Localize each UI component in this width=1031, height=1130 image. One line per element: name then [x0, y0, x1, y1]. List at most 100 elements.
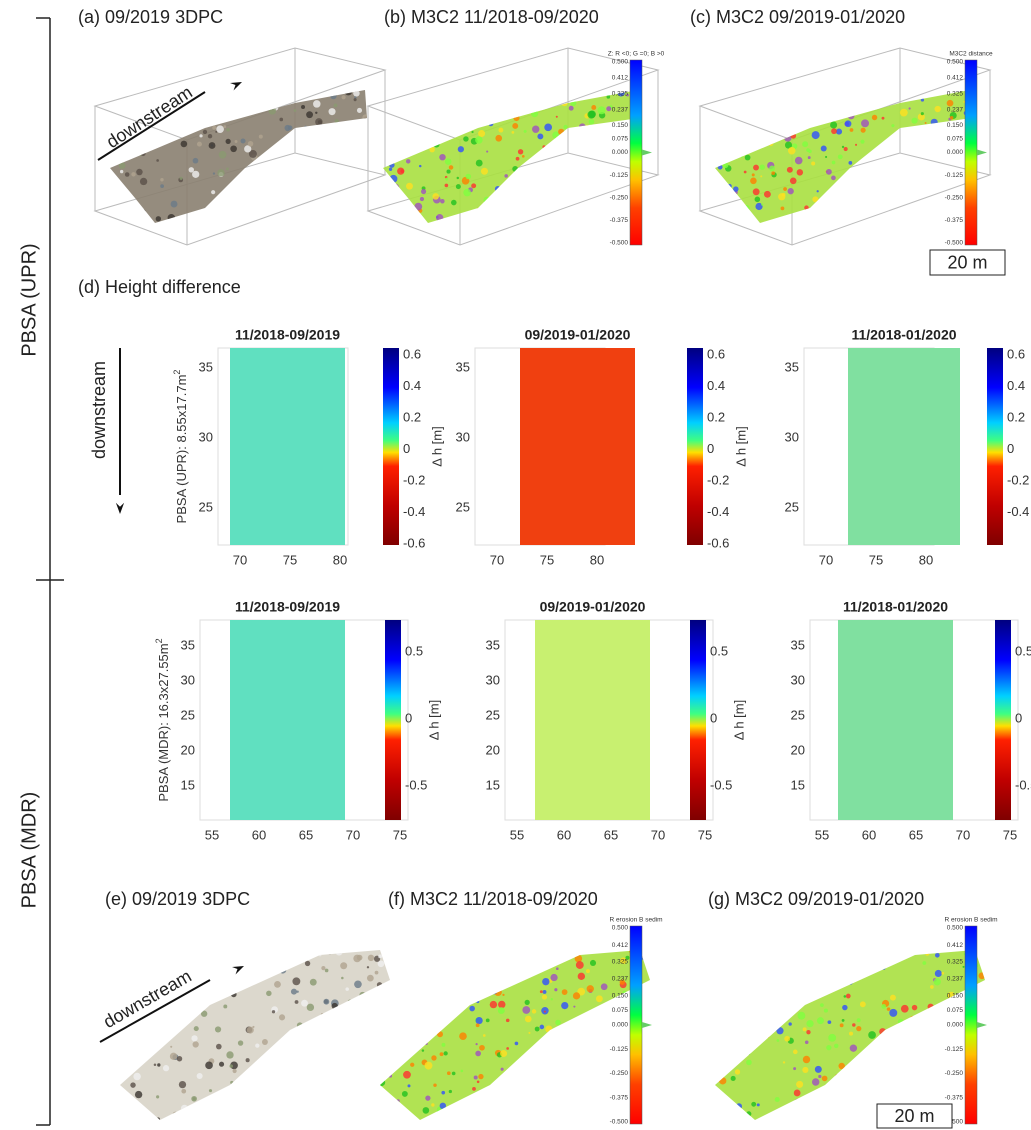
cloud-point [866, 1110, 873, 1118]
cloud-point [860, 139, 865, 144]
cloud-point [332, 1107, 335, 1111]
cloud-point [926, 178, 934, 187]
y-tick-label: 25 [486, 707, 500, 722]
cloud-point [494, 1091, 500, 1097]
x-tick-label: 75 [283, 552, 297, 567]
cloud-point [824, 114, 830, 120]
cloud-point [267, 90, 275, 96]
cloud-point [531, 1009, 537, 1014]
colorbar [995, 620, 1011, 820]
y-tick-label: 35 [486, 637, 500, 652]
cloud-point [171, 116, 178, 123]
cloud-point [208, 1089, 213, 1093]
cloud-point [600, 1112, 605, 1117]
cloud-point [268, 202, 277, 210]
cloud-point [536, 199, 543, 205]
cloud-point [487, 1099, 491, 1102]
cloud-point [940, 155, 948, 163]
cloud-point [962, 965, 965, 968]
cloud-point [333, 1013, 341, 1021]
cloud-point [443, 1051, 448, 1056]
cloud-point [891, 1089, 896, 1094]
cloud-point [380, 1078, 386, 1087]
cloud-point [425, 1095, 431, 1101]
colorbar-tick-label: 0.500 [947, 59, 964, 66]
cloud-point [301, 91, 305, 96]
cloud-point [219, 979, 228, 988]
cloud-point [240, 138, 246, 144]
cloud-point [596, 177, 603, 185]
cloud-point [569, 1031, 575, 1036]
cloud-point [548, 979, 553, 983]
colorbar-tick-label: 0.4 [707, 378, 725, 393]
cloud-point [789, 177, 797, 185]
cloud-point [444, 959, 448, 962]
side-label: PBSA (UPR) [18, 243, 40, 356]
cloud-point [804, 1040, 809, 1045]
cloud-point [133, 199, 138, 204]
cloud-point [246, 196, 252, 202]
cloud-point [155, 216, 162, 222]
cloud-point [927, 1049, 931, 1052]
cloud-point [534, 1062, 541, 1068]
cloud-point [598, 171, 601, 174]
colorbar-tick-label: -0.125 [610, 172, 629, 179]
heatmap-base [838, 620, 953, 820]
cloud-point [224, 196, 233, 205]
cloud-point [954, 1061, 963, 1070]
cloud-point [451, 199, 457, 206]
cloud-point [359, 1060, 367, 1068]
cloud-point [347, 999, 353, 1005]
cloud-point [266, 990, 272, 997]
histogram-marker [642, 149, 652, 156]
cloud-point [913, 1021, 919, 1027]
cloud-point [539, 1073, 544, 1078]
cloud-point [802, 1066, 809, 1074]
cloud-point [752, 143, 759, 149]
cloud-point [192, 1041, 199, 1048]
cloud-point [252, 172, 260, 180]
cloud-point [598, 1098, 603, 1104]
cloud-point [400, 1109, 407, 1116]
cloud-point [542, 990, 547, 994]
cloud-point [494, 988, 502, 996]
cloud-point [736, 1107, 742, 1113]
cloud-point [606, 95, 611, 99]
cloud-point [282, 1070, 288, 1076]
cloud-point [230, 1080, 234, 1085]
cloud-point [744, 969, 748, 972]
cloud-point [170, 200, 178, 208]
cloud-point [208, 112, 215, 118]
cloud-point [715, 951, 722, 958]
cloud-point [359, 991, 366, 999]
cloud-point [879, 1028, 887, 1036]
cloud-point [409, 965, 414, 970]
y-tick-label: 35 [199, 359, 213, 374]
cloud-point [182, 952, 189, 959]
cloud-point [591, 147, 595, 151]
cloud-point [935, 132, 939, 136]
cloud-point [304, 144, 309, 148]
cloud-point [293, 207, 301, 215]
cloud-point [929, 165, 938, 174]
cloud-point [248, 979, 254, 985]
cloud-point [821, 958, 828, 964]
cloud-point [829, 955, 834, 960]
cloud-point [274, 960, 280, 965]
cloud-point [200, 1010, 208, 1017]
cloud-point [528, 1031, 531, 1034]
cloud-point [434, 138, 438, 142]
cloud-point [110, 196, 118, 204]
cloud-point [482, 1034, 486, 1037]
cloud-point [119, 169, 124, 174]
cloud-point [157, 1063, 161, 1067]
cloud-point [149, 967, 154, 972]
cloud-point [431, 1055, 437, 1061]
cloud-point [354, 980, 362, 989]
cloud-point [768, 141, 774, 147]
cloud-point [593, 1041, 600, 1048]
cloud-point [722, 980, 727, 984]
cloud-point [267, 184, 271, 188]
colorbar-tick-label: -0.375 [610, 1094, 629, 1101]
cloud-point [380, 986, 386, 992]
